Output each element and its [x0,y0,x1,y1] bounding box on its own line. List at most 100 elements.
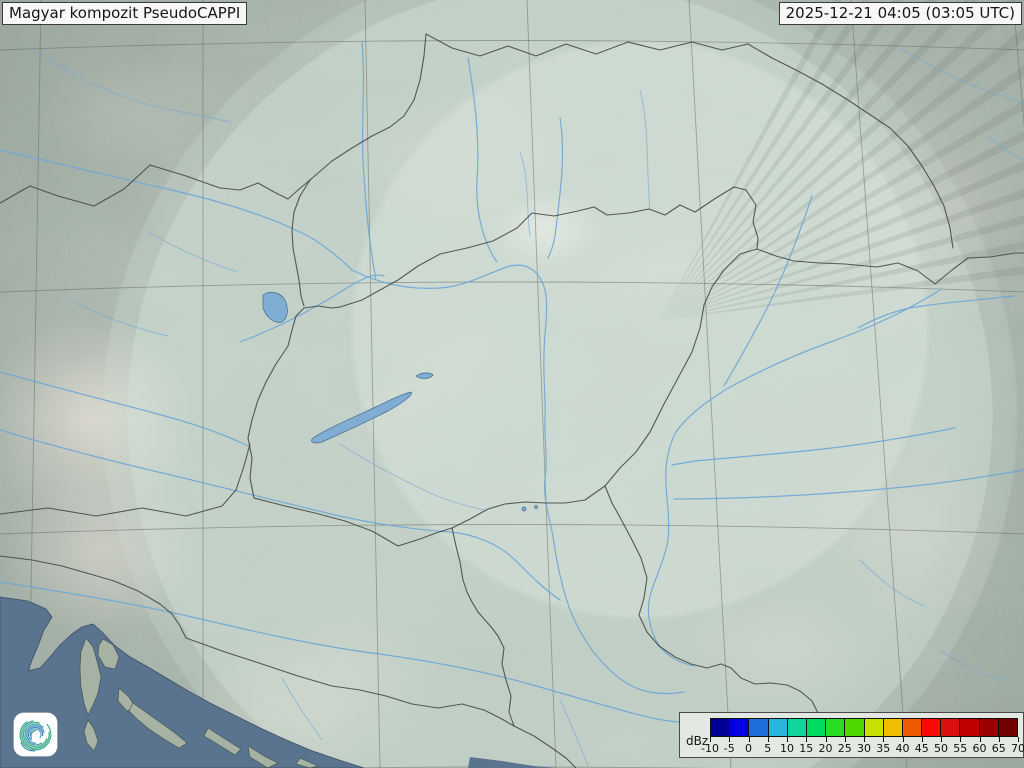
product-title-box: Magyar kompozit PseudoCAPPI [2,2,248,25]
legend-tick-label: 15 [799,742,814,755]
legend-tick [921,737,923,742]
lake-balaton [311,391,412,444]
legend-color-cell [978,719,998,736]
legend-tick [729,737,731,742]
legend-tick-label: 45 [914,742,929,755]
border-hr-rs [451,527,515,727]
sava-river [0,581,685,723]
legend-color-cell [997,719,1017,736]
timestamp-box: 2025-12-21 04:05 (03:05 UTC) [778,2,1022,25]
lakes [262,291,538,512]
legend-tick [767,737,769,742]
legend-tick [998,737,1000,742]
legend-tick-label: 30 [857,742,871,755]
legend-tick [787,737,788,742]
border-cz-sk [309,33,427,181]
legend-color-cell [940,719,960,736]
border-hr-ba [185,637,515,727]
bodrog-river [723,195,813,387]
tisza-river [647,289,941,667]
legend-tick-label: 55 [953,742,968,755]
product-title: Magyar kompozit PseudoCAPPI [9,4,241,22]
legend-tick-label: 35 [876,742,891,755]
lake-ferto [262,291,288,323]
legend-tick [1018,737,1019,742]
legend-color-cell [786,719,806,736]
legend-tick [864,737,865,742]
legend-tick [710,737,711,742]
danube-river [351,264,685,695]
legend-tick-label: 10 [780,742,794,755]
legend-tick [960,737,962,742]
szamos-river [857,295,1015,329]
mura-river [0,371,249,447]
legend-tick [979,737,981,742]
sea-patch [468,757,556,768]
legend-color-cell [844,719,864,736]
adriatic-islands [79,637,320,768]
legend-colorbar [710,718,1018,737]
dbz-legend: dBz -10 -5 0 5 10 15 20 25 30 35 40 45 50 55 60 65 70 [679,712,1024,758]
koros-river [671,427,956,466]
maros-river [673,469,1024,500]
legend-tick-label: 40 [895,742,910,755]
hron-river [547,117,564,259]
legend-tick [806,737,808,742]
legend-tick [941,737,942,742]
border-at-sk [291,179,311,307]
legend-tick-label: 65 [991,742,1006,755]
spiral-logo-icon [13,712,58,757]
legend-color-cell [901,719,922,736]
legend-tick [883,737,885,742]
legend-tick-label: 20 [818,742,833,755]
border-hu-ua [745,189,759,250]
legend-unit-label: dBz [686,734,709,748]
drava-river [0,429,561,601]
legend-color-cell [729,719,749,736]
legend-tick-label: 0 [745,742,752,755]
legend-tick-label: 50 [934,742,948,755]
border-ua-ro [756,248,1024,285]
legend-tick-label: 25 [837,742,852,755]
lake-velence [415,372,434,379]
border-si-hr [0,555,187,639]
legend-tick [748,737,750,742]
legend-tick-label: -5 [723,742,735,755]
legend-tick [825,737,827,742]
hungaromet-logo [13,712,58,757]
border-sk-ua [747,43,954,249]
border-at-si [0,443,251,517]
danube-upper-river [0,149,353,271]
vah-river [467,57,498,263]
legend-tick-label: -10 [701,742,719,755]
border-sk-hu [339,186,747,308]
raba-river [239,274,385,343]
legend-color-cell [863,719,883,736]
rivers [0,41,1024,767]
legend-color-cell [748,719,768,736]
border-hu-rs [451,485,606,529]
legend-color-cell [882,719,902,736]
border-hu-ro [604,248,758,487]
border-cz-at [0,164,311,207]
legend-tick [902,737,904,742]
border-at-hu [247,305,341,499]
country-borders [0,33,1024,768]
border-ba-rs [513,725,577,768]
legend-color-cell [805,719,826,736]
morava-river [361,41,377,281]
legend-color-cell [959,719,979,736]
legend-color-cell [921,719,941,736]
legend-tick-label: 70 [1011,742,1024,755]
legend-color-cell [825,719,845,736]
timestamp: 2025-12-21 04:05 (03:05 UTC) [785,4,1015,22]
legend-color-cell [767,719,787,736]
border-rs-ro [604,485,819,714]
border-hu-hr [253,497,453,547]
